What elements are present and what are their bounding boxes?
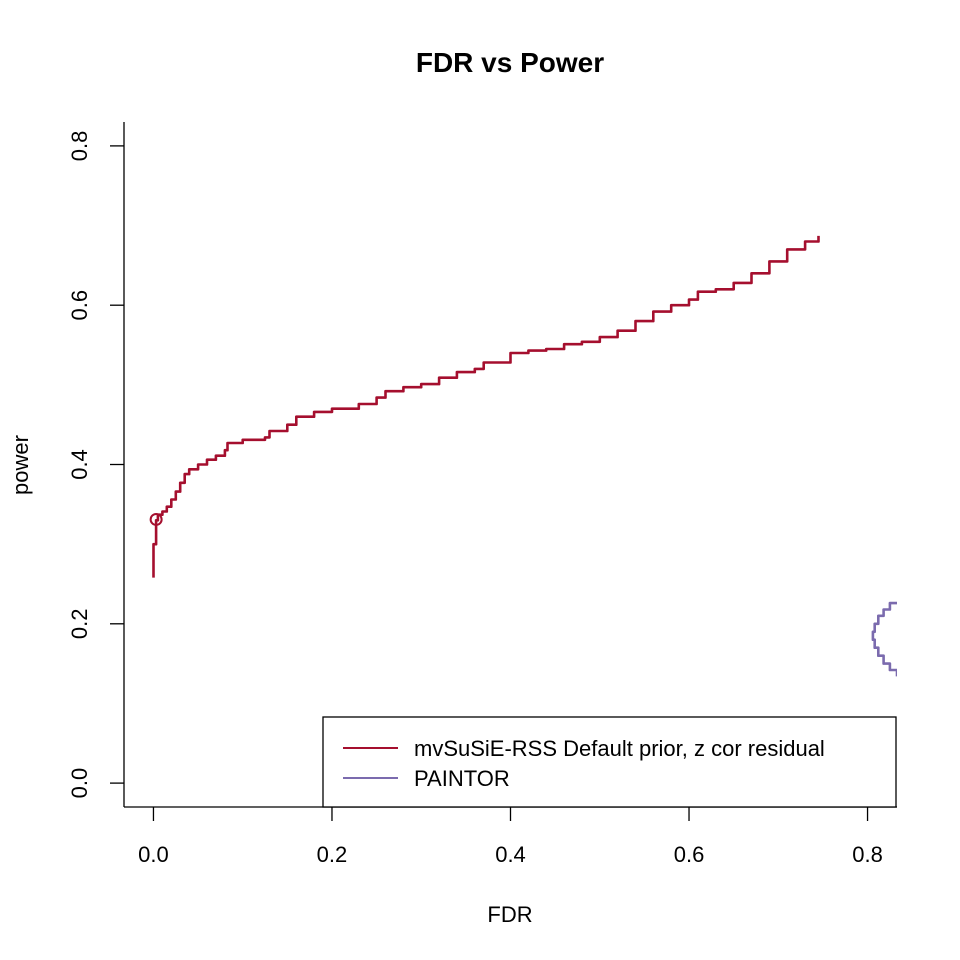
- x-tick-label: 0.0: [138, 842, 169, 867]
- y-ticks: 0.0 0.2 0.4 0.6 0.8: [67, 131, 124, 799]
- series-marker-mvsusie: [149, 512, 163, 526]
- legend-label-mvsusie: mvSuSiE-RSS Default prior, z cor residua…: [414, 736, 825, 761]
- x-axis-label: FDR: [487, 902, 532, 927]
- x-tick-label: 0.2: [317, 842, 348, 867]
- legend-box: [322, 716, 897, 808]
- y-axis-label: power: [8, 435, 33, 495]
- x-ticks: 0.0 0.2 0.4 0.6 0.8: [138, 807, 883, 867]
- x-tick-label: 0.8: [852, 842, 883, 867]
- chart-title: FDR vs Power: [416, 47, 604, 78]
- x-tick-label: 0.6: [674, 842, 705, 867]
- y-tick-label: 0.6: [67, 290, 92, 321]
- y-tick-label: 0.2: [67, 609, 92, 640]
- y-tick-label: 0.8: [67, 131, 92, 162]
- legend: mvSuSiE-RSS Default prior, z cor residua…: [322, 716, 897, 808]
- y-tick-label: 0.0: [67, 768, 92, 799]
- series-line-paintor: [871, 601, 897, 677]
- series-line-mvsusie: [152, 235, 820, 578]
- y-tick-label: 0.4: [67, 449, 92, 480]
- legend-label-paintor: PAINTOR: [414, 766, 510, 791]
- series-layer: [149, 235, 897, 677]
- x-tick-label: 0.4: [495, 842, 526, 867]
